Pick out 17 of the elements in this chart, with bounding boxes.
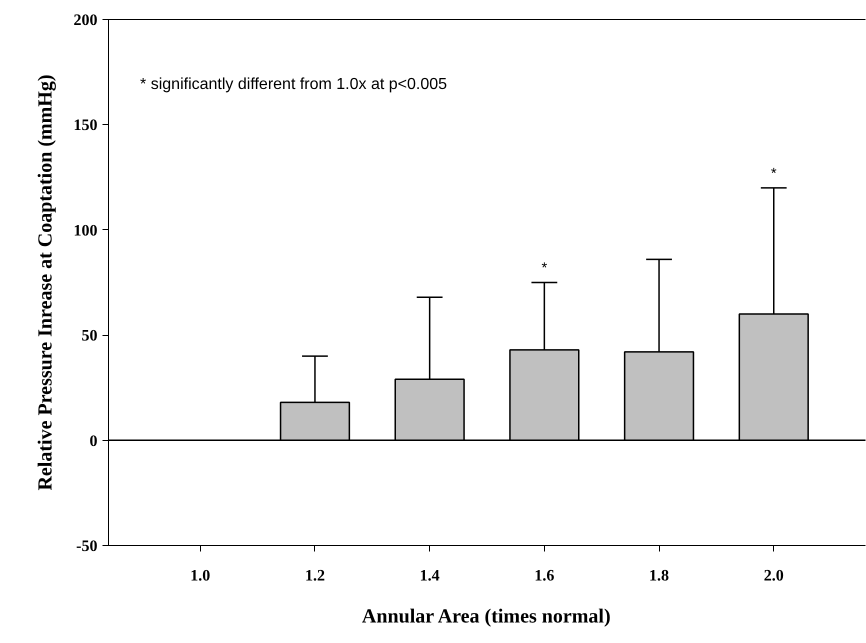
annotation: * significantly different from 1.0x at p<0.005	[140, 76, 448, 94]
x-tick-label: 1.6	[534, 568, 554, 584]
x-axis-title: Annular Area (times normal)	[362, 606, 611, 628]
annotation: *	[770, 166, 777, 182]
y-axis-title: Relative Pressure Inrease at Coaptation (mmHg)	[34, 74, 56, 491]
x-tick-label: 1.0	[190, 568, 210, 584]
y-tick-label: 0	[90, 432, 98, 450]
y-tick-label: 100	[74, 222, 98, 240]
y-tick-label: 150	[74, 117, 98, 134]
annotation: *	[541, 260, 548, 276]
x-tick-label: 2.0	[764, 568, 784, 584]
x-tick-label: 1.2	[304, 568, 325, 584]
y-tick-label: -50	[76, 538, 98, 555]
x-tick-label: 1.4	[420, 568, 440, 584]
x-tick-label: 1.8	[649, 568, 670, 584]
y-tick-label: 200	[74, 12, 98, 29]
y-tick-label: 50	[82, 328, 98, 345]
